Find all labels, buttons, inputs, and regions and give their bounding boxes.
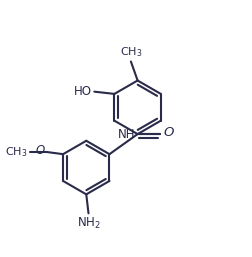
Text: HO: HO — [74, 85, 92, 98]
Text: NH: NH — [118, 128, 136, 141]
Text: CH$_3$: CH$_3$ — [120, 45, 142, 59]
Text: O: O — [163, 126, 174, 140]
Text: O: O — [36, 144, 45, 157]
Text: NH$_2$: NH$_2$ — [77, 216, 100, 231]
Text: CH$_3$: CH$_3$ — [5, 145, 27, 159]
